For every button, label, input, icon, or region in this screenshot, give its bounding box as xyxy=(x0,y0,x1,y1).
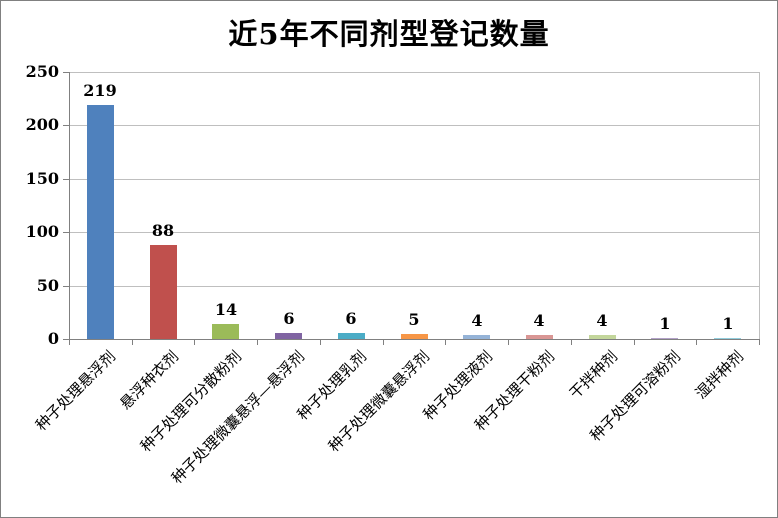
bar-value-label: 219 xyxy=(83,81,117,100)
bar xyxy=(87,105,114,339)
bar xyxy=(212,324,239,339)
bar-value-label: 1 xyxy=(722,314,734,333)
x-axis-tick xyxy=(132,339,133,345)
x-axis-tick xyxy=(445,339,446,345)
bar-value-label: 1 xyxy=(659,314,671,333)
y-axis-tick-label: 50 xyxy=(36,276,59,295)
bar xyxy=(714,338,741,339)
bar xyxy=(651,338,678,339)
plot-border-right xyxy=(759,72,760,339)
y-axis-tick-label: 100 xyxy=(25,222,59,241)
x-axis-category-label: 种子处理悬浮剂 xyxy=(32,347,120,435)
bar-value-label: 88 xyxy=(151,221,175,240)
x-axis-category-label: 湿拌种剂 xyxy=(691,347,747,403)
x-axis-category-label: 悬浮种衣剂 xyxy=(116,347,183,414)
x-axis-tick xyxy=(383,339,384,345)
bar-value-label: 4 xyxy=(471,311,483,330)
y-axis-tick xyxy=(63,339,69,340)
y-axis-tick xyxy=(63,232,69,233)
y-axis-tick-label: 0 xyxy=(47,329,59,348)
x-axis-category-label: 种子处理微囊悬浮—悬浮剂 xyxy=(167,347,308,488)
x-axis-tick xyxy=(69,339,70,345)
bar xyxy=(526,335,553,339)
x-axis-line xyxy=(69,339,760,340)
bar-value-label: 5 xyxy=(408,310,420,329)
y-axis-tick xyxy=(63,179,69,180)
y-axis-tick xyxy=(63,286,69,287)
chart-title: 近5年不同剂型登记数量 xyxy=(228,17,550,51)
y-axis-tick-label: 200 xyxy=(25,115,59,134)
gridline xyxy=(69,179,759,180)
y-axis-tick xyxy=(63,72,69,73)
y-axis-line xyxy=(69,72,70,339)
x-axis-tick xyxy=(257,339,258,345)
gridline xyxy=(69,232,759,233)
gridline xyxy=(69,125,759,126)
x-axis-tick xyxy=(194,339,195,345)
bar xyxy=(150,245,177,339)
x-axis-tick xyxy=(571,339,572,345)
y-axis-tick xyxy=(63,125,69,126)
bar-value-label: 14 xyxy=(214,300,238,319)
x-axis-tick xyxy=(320,339,321,345)
bar xyxy=(401,334,428,339)
y-axis-tick-label: 150 xyxy=(25,169,59,188)
bar xyxy=(275,333,302,339)
x-axis-tick xyxy=(696,339,697,345)
gridline xyxy=(69,286,759,287)
bar xyxy=(463,335,490,339)
x-axis-tick xyxy=(508,339,509,345)
bar-value-label: 6 xyxy=(283,309,295,328)
gridline xyxy=(69,72,759,73)
y-axis-tick-label: 250 xyxy=(25,62,59,81)
bar xyxy=(589,335,616,339)
bar-value-label: 6 xyxy=(345,309,357,328)
bar-value-label: 4 xyxy=(533,311,545,330)
x-axis-category-label: 干拌种剂 xyxy=(566,347,622,403)
x-axis-tick xyxy=(759,339,760,345)
bar xyxy=(338,333,365,339)
bar-value-label: 4 xyxy=(596,311,608,330)
x-axis-tick xyxy=(634,339,635,345)
